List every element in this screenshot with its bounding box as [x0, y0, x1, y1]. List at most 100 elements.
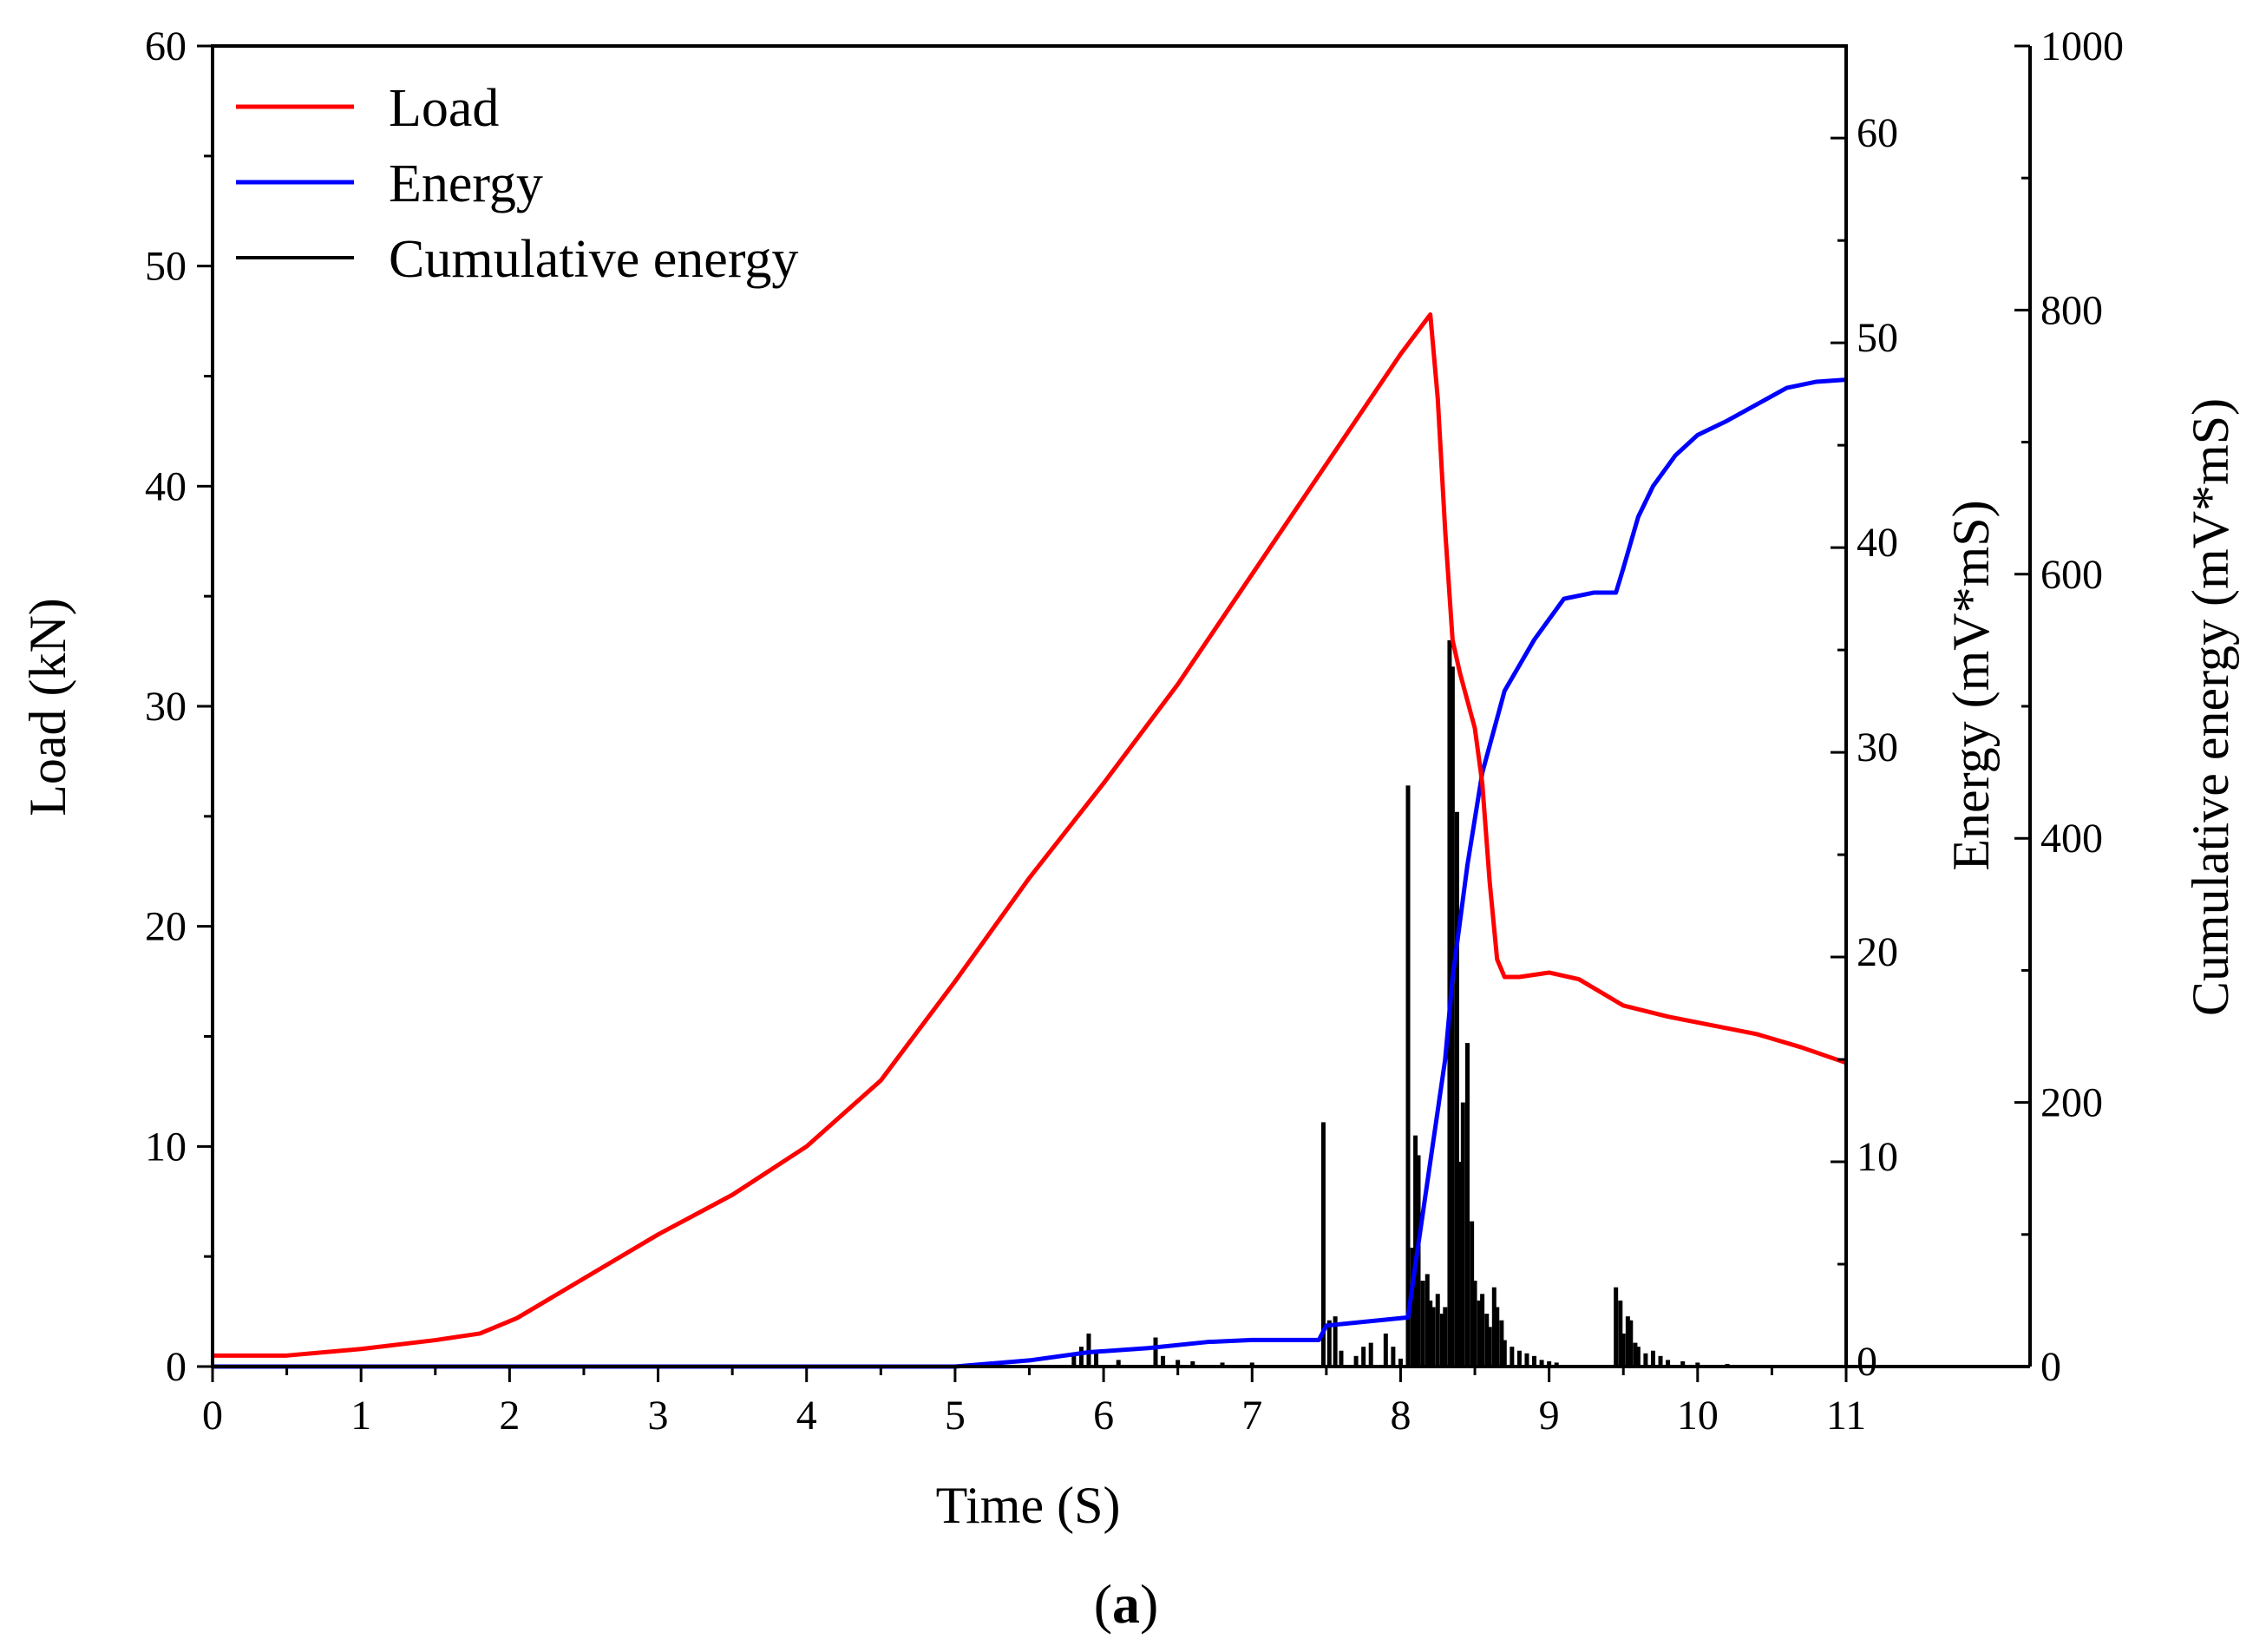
y-axis-right-energy-title: Energy (mV*mS) — [1942, 500, 2000, 870]
cumulative-energy-bar — [1450, 666, 1455, 1367]
x-tick-label: 9 — [1539, 1393, 1560, 1439]
cumulative-energy-bar — [1516, 1350, 1522, 1367]
cumulative-energy-bar — [1457, 1162, 1463, 1367]
cumulative-energy-bar — [1455, 811, 1460, 1367]
x-tick-label: 4 — [796, 1393, 817, 1439]
cumulative-energy-bar — [1621, 1333, 1626, 1367]
cumulative-energy-bar — [1391, 1347, 1396, 1367]
cumulative-energy-bar — [1361, 1347, 1366, 1367]
cumulative-energy-bar — [1464, 1043, 1470, 1367]
y-cumulative-tick-label: 0 — [2040, 1344, 2061, 1390]
x-tick-label: 7 — [1241, 1393, 1262, 1439]
x-axis: 0 1 2 3 4 5 6 7 8 9 10 11 — [202, 1367, 1866, 1439]
y-left-tick-label: 50 — [145, 244, 187, 290]
caption-paren-close: ) — [1140, 1573, 1158, 1635]
cumulative-energy-bar — [1326, 1320, 1332, 1367]
cumulative-energy-bar — [1633, 1342, 1638, 1367]
cumulative-energy-bar — [1353, 1355, 1359, 1367]
legend-label-load: Load — [389, 79, 499, 138]
cumulative-energy-bar — [1491, 1287, 1497, 1367]
cumulative-energy-bar — [1650, 1350, 1655, 1367]
y-left-tick-label: 40 — [145, 463, 187, 509]
caption-letter: a — [1112, 1573, 1140, 1635]
cumulative-energy-bar — [1071, 1353, 1077, 1367]
y-energy-tick-label: 20 — [1857, 929, 1898, 975]
cumulative-energy-bar — [1680, 1360, 1686, 1367]
cumulative-energy-bar — [1510, 1347, 1515, 1367]
cumulative-energy-bar — [1431, 1307, 1436, 1367]
y-axis-right-energy: 0 10 20 30 40 50 60 — [1831, 110, 1898, 1385]
figure-caption: (a) — [1094, 1573, 1159, 1635]
cumulative-energy-bar — [1635, 1347, 1641, 1367]
cumulative-energy-bar — [1643, 1353, 1648, 1367]
cumulative-energy-bar — [1625, 1316, 1630, 1367]
cumulative-energy-bar — [1524, 1353, 1529, 1367]
cumulative-energy-bar — [1078, 1347, 1084, 1367]
cumulative-energy-bar — [1539, 1360, 1544, 1367]
cumulative-energy-bar — [1176, 1360, 1181, 1367]
x-tick-label: 6 — [1093, 1393, 1114, 1439]
cumulative-energy-bar — [1398, 1358, 1403, 1367]
cumulative-energy-bar — [1480, 1294, 1485, 1367]
cumulative-energy-bar — [1383, 1333, 1388, 1367]
y-left-tick-label: 20 — [145, 904, 187, 950]
cumulative-energy-bar — [1420, 1281, 1425, 1367]
y-left-tick-label: 10 — [145, 1124, 187, 1170]
y-cumulative-tick-label: 800 — [2040, 287, 2103, 333]
x-tick-label: 2 — [499, 1393, 520, 1439]
cumulative-energy-bar — [1439, 1314, 1444, 1367]
cumulative-energy-bar — [1618, 1300, 1623, 1367]
x-tick-label: 1 — [350, 1393, 371, 1439]
legend: Load Energy Cumulative energy — [236, 79, 798, 289]
cumulative-energy-bar — [1547, 1360, 1552, 1367]
y-energy-tick-label: 0 — [1857, 1339, 1877, 1385]
cumulative-energy-bar — [1658, 1355, 1663, 1367]
cumulative-energy-bar — [1410, 1248, 1415, 1367]
cumulative-energy-bar — [1428, 1300, 1433, 1367]
x-tick-label: 8 — [1390, 1393, 1411, 1439]
load-series-line — [213, 311, 1847, 1358]
x-tick-label: 0 — [202, 1393, 223, 1439]
cumulative-energy-bar — [1472, 1281, 1477, 1367]
cumulative-energy-bar — [1443, 1307, 1448, 1367]
y-left-tick-label: 0 — [166, 1344, 187, 1390]
x-tick-label: 11 — [1826, 1393, 1866, 1439]
cumulative-energy-bar — [1153, 1337, 1158, 1367]
cumulative-energy-bar — [1477, 1300, 1482, 1367]
cumulative-energy-bar — [1190, 1360, 1195, 1367]
cumulative-energy-bar — [1614, 1287, 1619, 1367]
cumulative-energy-bar — [1484, 1314, 1490, 1367]
y-energy-tick-label: 40 — [1857, 520, 1898, 566]
x-tick-label: 10 — [1677, 1393, 1719, 1439]
cumulative-energy-bar — [1094, 1353, 1099, 1367]
cumulative-energy-bar — [1499, 1320, 1504, 1367]
caption-paren-open: ( — [1094, 1573, 1112, 1635]
y-cumulative-tick-label: 200 — [2040, 1080, 2103, 1126]
cumulative-energy-bar — [1086, 1333, 1091, 1367]
x-tick-label: 5 — [945, 1393, 966, 1439]
cumulative-energy-bar — [1249, 1362, 1254, 1367]
cumulative-energy-bar — [1405, 785, 1411, 1367]
y-cumulative-tick-label: 400 — [2040, 816, 2103, 862]
cumulative-energy-bar — [1333, 1316, 1338, 1367]
y-energy-tick-label: 10 — [1857, 1134, 1898, 1180]
cumulative-energy-bar — [1416, 1155, 1421, 1367]
cumulative-energy-bar — [1435, 1294, 1440, 1367]
energy-series-line — [213, 377, 1847, 1369]
cumulative-energy-bar — [1339, 1350, 1344, 1367]
cumulative-energy-bar — [1116, 1360, 1121, 1367]
y-cumulative-tick-label: 600 — [2040, 552, 2103, 598]
cumulative-energy-bar — [1666, 1360, 1671, 1367]
y-axis-right-cumulative: 0 200 400 600 800 1000 — [2014, 23, 2124, 1390]
y-left-tick-label: 60 — [145, 23, 187, 69]
cumulative-energy-bar — [1220, 1362, 1225, 1367]
cumulative-energy-bar — [1424, 1274, 1430, 1367]
legend-label-energy: Energy — [389, 154, 543, 213]
cumulative-energy-bar — [1320, 1122, 1326, 1367]
x-tick-label: 3 — [648, 1393, 669, 1439]
y-axis-left: 0 10 20 30 40 50 60 — [145, 23, 213, 1390]
y-energy-tick-label: 60 — [1857, 110, 1898, 156]
y-energy-tick-label: 30 — [1857, 724, 1898, 770]
cumulative-energy-bar — [1628, 1320, 1634, 1367]
